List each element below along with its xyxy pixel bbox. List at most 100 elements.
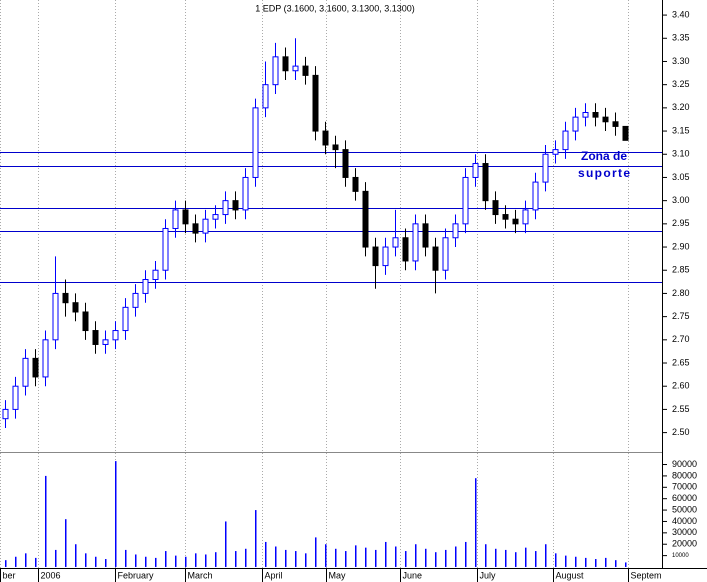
y-tick-label: 3.05 [672,172,690,182]
candle-body [62,292,69,304]
candle-body [352,176,359,192]
candle-body [272,56,279,86]
candle-body [72,302,79,313]
volume-bar [625,562,627,567]
candle-body [222,200,229,216]
y-tick-label: 2.50 [672,427,690,437]
candle-body [562,130,569,151]
candle-body [552,149,559,155]
volume-bar [355,545,357,567]
candle-body [622,125,629,141]
candle-body [592,112,599,118]
volume-bar [5,560,7,567]
volume-bar [335,548,337,567]
volume-bar [585,557,587,567]
volume-bar [235,551,237,567]
candle-body [252,107,259,178]
volume-bar [15,556,17,567]
candle-body [192,223,199,234]
x-tick-label: February [118,570,155,580]
candle-body [572,116,579,132]
candle-body [142,279,149,294]
volume-bar [535,551,537,567]
volume-bar [35,557,37,567]
candle-body [52,292,59,341]
candle-body [172,209,179,229]
y-tick-label: 2.95 [672,218,690,228]
volume-bar [45,475,47,567]
candle-body [322,130,329,146]
candle-body [302,65,309,76]
x-tick-label: March [188,570,213,580]
candle-body [542,153,549,183]
volume-bar [475,478,477,567]
x-tick-label: July [480,570,497,580]
volume-bar [215,552,217,567]
volume-bar [545,544,547,567]
candle-body [182,209,189,225]
volume-bar [185,556,187,567]
candle-body [472,163,479,178]
volume-bar [525,547,527,567]
volume-bar [435,552,437,567]
y-tick-label: 80000 [672,470,697,480]
candle-body [532,181,539,211]
volume-bar [195,553,197,567]
candle-body [202,218,209,234]
candle-body [422,223,429,248]
candle-body [282,56,289,72]
candle-body [582,112,589,118]
volume-bar [485,544,487,567]
candle-body [22,357,29,387]
y-tick-label: 40000 [672,516,697,526]
candle-body [382,246,389,267]
candle-body [262,84,269,109]
y-tick-label: 2.80 [672,288,690,298]
volume-bar [95,556,97,567]
candle-body [512,218,519,225]
candle-body [432,246,439,271]
volume-bar [135,554,137,567]
volume-bar [365,547,367,567]
candle-body [152,269,159,281]
volume-bar [175,555,177,567]
volume-bar [265,541,267,567]
volume-bar [465,541,467,567]
candle-body [482,163,489,202]
candle-body [312,74,319,132]
volume-bar [155,557,157,567]
y-tick-label: 90000 [672,459,697,469]
volume-bar [375,549,377,567]
candle-body [502,214,509,220]
candle-body [372,246,379,267]
y-tick-label: 2.75 [672,311,690,321]
x-tick-label: May [329,570,347,580]
volume-bar [205,554,207,567]
y-tick-label: 3.35 [672,33,690,43]
volume-bar [255,510,257,567]
y-tick-label: 2.70 [672,334,690,344]
y-tick-label: 3.40 [672,9,690,19]
y-tick-label: 3.15 [672,125,690,135]
candle-body [162,227,169,271]
y-tick-label: 3.20 [672,102,690,112]
y-tick-label: 3.00 [672,195,690,205]
candle-body [362,190,369,248]
candle-body [102,339,109,345]
candle-body [82,311,89,332]
volume-bar [565,555,567,567]
y-tick-label: 3.10 [672,149,690,159]
candle-body [522,209,529,225]
volume-bar [605,557,607,567]
volume-bar [125,549,127,567]
y-tick-label: 10000 [672,553,689,559]
candle-body [232,200,239,211]
x-tick-label: ber [3,570,16,580]
candle-body [452,223,459,239]
candle-body [612,121,619,127]
candle-body [392,237,399,248]
candle-body [242,176,249,211]
volume-bar [615,560,617,567]
